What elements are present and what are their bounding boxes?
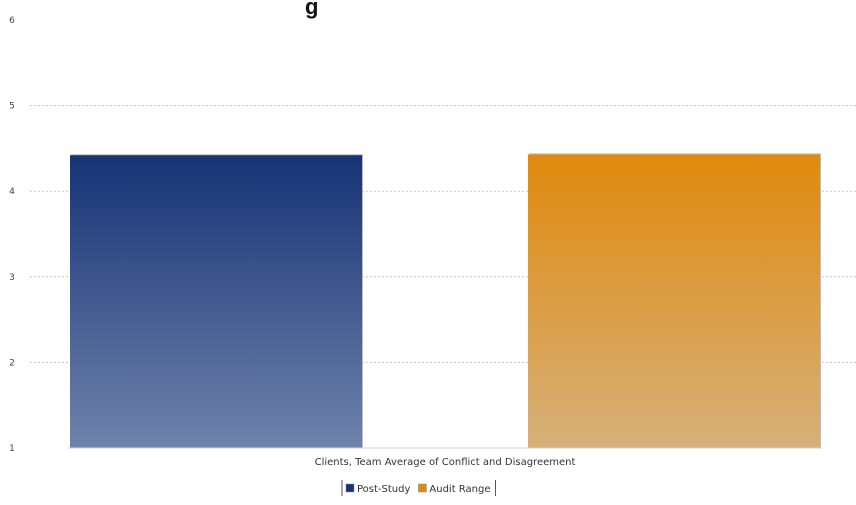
y-tick-label: 3	[9, 273, 15, 283]
legend-label: Post-Study	[357, 484, 410, 495]
x-axis-label: Clients, Team Average of Conflict and Di…	[315, 457, 576, 468]
legend-swatch	[418, 483, 427, 493]
y-tick-label: 2	[9, 358, 15, 368]
y-tick-label: 5	[9, 102, 15, 112]
y-tick-label: 4	[9, 187, 15, 197]
y-tick-label: 6	[9, 16, 15, 26]
legend: Post-Study Audit Range	[341, 480, 497, 496]
legend-swatch	[345, 483, 355, 493]
bars	[68, 153, 822, 449]
chart-title: g	[305, 0, 318, 19]
y-axis-ticks: 1 2 3 4 5 6	[9, 16, 15, 454]
y-tick-label: 1	[9, 444, 15, 454]
legend-label: Audit Range	[429, 484, 490, 495]
bar-audit-range[interactable]	[528, 154, 820, 448]
bar-post-study[interactable]	[70, 155, 362, 449]
